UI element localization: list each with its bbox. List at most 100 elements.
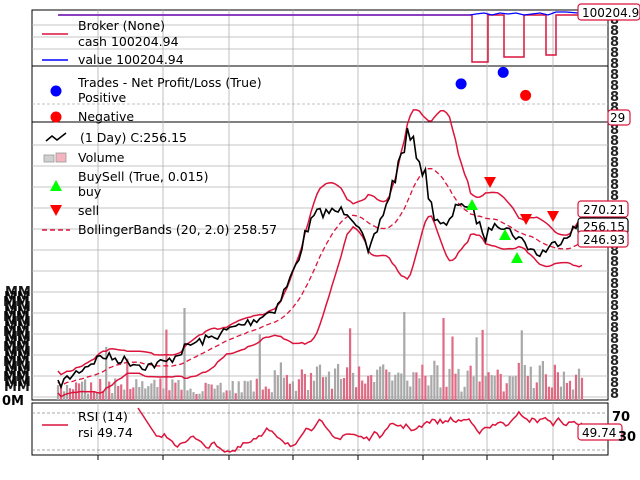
volume-bar [340, 378, 343, 400]
bollinger-mid [57, 167, 583, 387]
volume-bar [237, 381, 240, 400]
broker-value-tag-text: 100204.94 [582, 6, 640, 20]
volume-bar [297, 379, 300, 400]
legend-cash: cash 100204.94 [78, 34, 179, 49]
volume-bar [412, 372, 415, 400]
volume-tick-garble: MM [4, 305, 30, 320]
volume-bar [264, 386, 267, 400]
volume-bar [457, 368, 460, 400]
right-tick-garble: 8 [610, 288, 619, 303]
volume-bar [379, 366, 382, 400]
volume-bar [186, 390, 189, 400]
legend-buy: buy [78, 184, 102, 199]
volume-bar [541, 361, 544, 400]
cash-line [58, 14, 608, 63]
volume-bar [544, 374, 547, 400]
volume-bar [487, 372, 490, 400]
right-tick-garble: 8 [610, 101, 619, 116]
volume-tick-garble: MM [4, 290, 30, 305]
right-tick-garble: 8 [610, 343, 619, 358]
volume-bar [327, 371, 331, 400]
volume-bar [117, 385, 120, 400]
volume-bar [219, 382, 222, 400]
volume-bar [99, 378, 102, 400]
bollinger-top [57, 109, 583, 376]
sell-marker [484, 177, 496, 188]
volume-tick-garble: MM [5, 315, 31, 330]
volume-bar [105, 346, 108, 400]
volume-bar [553, 364, 556, 400]
volume-bar [430, 375, 433, 400]
right-tick-garble: 8 [610, 46, 619, 61]
broker-value-tag [577, 3, 640, 21]
volume-bar [129, 389, 132, 400]
trade-marker-negative [520, 89, 532, 101]
volume-bar [108, 381, 111, 400]
rsi-tick-70: 70 [612, 410, 630, 425]
volume-bar [249, 380, 252, 400]
volume-bar [171, 379, 174, 400]
broker-legend: Broker (None) cash 100204.94 value 10020… [42, 18, 184, 67]
volume-bar [493, 375, 496, 400]
volume-bar [511, 376, 514, 400]
price-line [57, 127, 583, 390]
broker-lines [58, 11, 608, 63]
volume-bar [535, 382, 538, 400]
volume-bar [222, 392, 225, 400]
volume-bar [65, 385, 69, 400]
volume-bar [451, 336, 454, 400]
volume-bar [261, 389, 264, 400]
volume-bar [550, 387, 553, 400]
legend-positive: Positive [78, 90, 126, 105]
volume-bar [499, 373, 502, 400]
volume-bar [294, 390, 297, 400]
volume-bar [454, 373, 457, 400]
volume-bar [204, 382, 207, 400]
buy-marker [499, 229, 511, 240]
volume-tick-garble: MM [4, 350, 30, 365]
volume-bar [228, 390, 231, 400]
volume-tick-garble: MM [5, 330, 31, 345]
volume-bar [198, 393, 201, 400]
volume-bar [267, 388, 270, 400]
volume-bar [216, 385, 219, 400]
volume-bar [288, 383, 291, 400]
right-tick-garble: 8 [610, 90, 619, 105]
trades-value-tag-text: 29 [610, 111, 625, 125]
volume-tick-garble: MM [4, 380, 30, 395]
volume-bar [400, 373, 403, 400]
right-tick-garble: 8 [610, 145, 619, 160]
volume-bar [300, 369, 303, 400]
overlapping-axis-labels: MMMMMMMMMMMMMMMMMMMMMMMMMMMMMMMMMMMMMMMM… [3, 13, 619, 402]
volume-bar [303, 374, 306, 400]
volume-bar [460, 391, 463, 400]
volume-bar [496, 369, 499, 400]
right-tick-garble: 8 [610, 376, 619, 391]
volume-bar [291, 381, 294, 400]
price-legend: (1 Day) C:256.15 Volume BuySell (True, 0… [42, 130, 277, 237]
volume-bar [469, 365, 472, 400]
volume-bar [231, 381, 234, 400]
legend-bollinger: BollingerBands (20, 2.0) 258.57 [78, 222, 277, 237]
right-tick-garble: 8 [610, 68, 619, 83]
volume-bar [526, 376, 529, 400]
right-tick-garble: 8 [610, 123, 619, 138]
volume-bar [87, 393, 90, 400]
volume-bar [502, 391, 505, 400]
legend-sell-marker [50, 205, 62, 216]
volume-zero-label: 0M [2, 394, 24, 409]
right-tick-garble: 8 [610, 79, 619, 94]
volume-tick-garble: MM [5, 300, 31, 315]
volume-bar [484, 376, 487, 400]
volume-bar [424, 375, 427, 400]
right-tick-garble: 8 [610, 299, 619, 314]
bb-top-tag-text: 270.21 [583, 203, 625, 217]
volume-bar [568, 380, 572, 400]
value-line [58, 11, 579, 16]
rsi-lines [137, 407, 583, 453]
value-tags: 100204.94 29 270.21 256.15 246.93 49.74 [577, 3, 640, 441]
volume-bar [165, 329, 168, 400]
right-tick-garble: 8 [610, 255, 619, 270]
volume-bar [201, 391, 204, 400]
volume-bar [427, 385, 430, 400]
